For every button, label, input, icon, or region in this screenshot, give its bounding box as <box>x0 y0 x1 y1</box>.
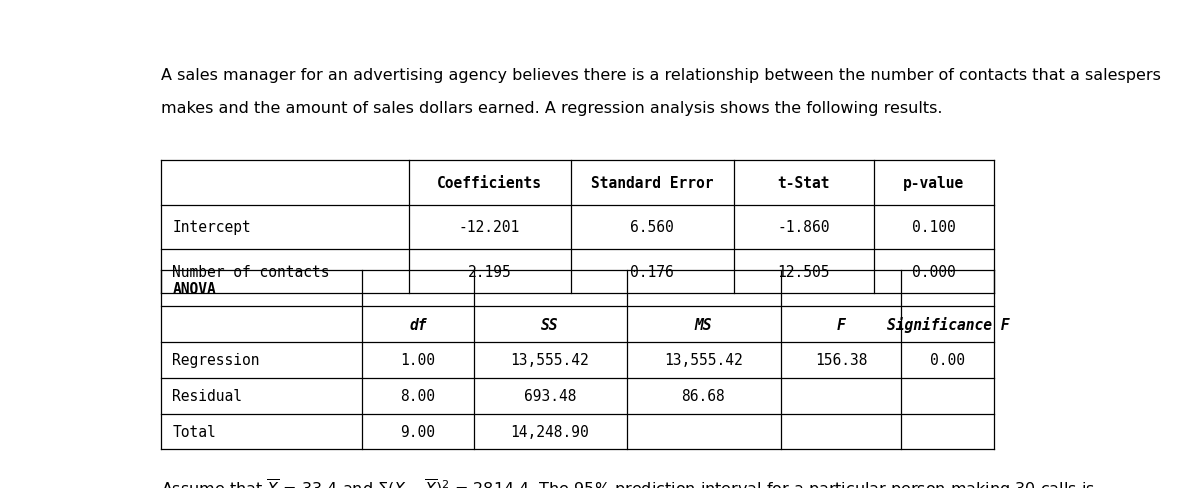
Text: df: df <box>409 317 426 332</box>
Text: Residual: Residual <box>173 388 242 403</box>
Text: Standard Error: Standard Error <box>590 176 714 190</box>
Text: 12.505: 12.505 <box>778 264 830 279</box>
Text: 0.176: 0.176 <box>630 264 674 279</box>
Text: Regression: Regression <box>173 353 260 367</box>
Text: Total: Total <box>173 424 216 439</box>
Text: 6.560: 6.560 <box>630 220 674 235</box>
Text: 0.000: 0.000 <box>912 264 956 279</box>
Text: Intercept: Intercept <box>173 220 251 235</box>
Text: Number of contacts: Number of contacts <box>173 264 330 279</box>
Text: Coefficients: Coefficients <box>437 176 542 190</box>
Text: p-value: p-value <box>904 176 965 190</box>
Text: 13,555.42: 13,555.42 <box>664 353 743 367</box>
Text: -12.201: -12.201 <box>458 220 520 235</box>
Text: 156.38: 156.38 <box>815 353 868 367</box>
Text: t-Stat: t-Stat <box>778 176 830 190</box>
Text: 693.48: 693.48 <box>523 388 576 403</box>
Text: Significance F: Significance F <box>887 316 1009 332</box>
Text: 13,555.42: 13,555.42 <box>510 353 589 367</box>
Text: SS: SS <box>541 317 559 332</box>
Text: -1.860: -1.860 <box>778 220 830 235</box>
Text: 0.100: 0.100 <box>912 220 956 235</box>
Text: 0.00: 0.00 <box>930 353 966 367</box>
Text: 2.195: 2.195 <box>468 264 511 279</box>
Text: A sales manager for an advertising agency believes there is a relationship betwe: A sales manager for an advertising agenc… <box>161 68 1162 83</box>
Text: Assume that $\overline{X}$ = 33.4 and $\Sigma(X - \overline{X})^2$ = 2814.4. The: Assume that $\overline{X}$ = 33.4 and $\… <box>161 476 1096 488</box>
Text: ANOVA: ANOVA <box>173 281 216 296</box>
Text: 9.00: 9.00 <box>401 424 436 439</box>
Text: F: F <box>836 317 845 332</box>
Text: 8.00: 8.00 <box>401 388 436 403</box>
Text: 86.68: 86.68 <box>682 388 725 403</box>
Text: 14,248.90: 14,248.90 <box>510 424 589 439</box>
Text: makes and the amount of sales dollars earned. A regression analysis shows the fo: makes and the amount of sales dollars ea… <box>161 101 943 116</box>
Text: MS: MS <box>695 317 712 332</box>
Text: 1.00: 1.00 <box>401 353 436 367</box>
